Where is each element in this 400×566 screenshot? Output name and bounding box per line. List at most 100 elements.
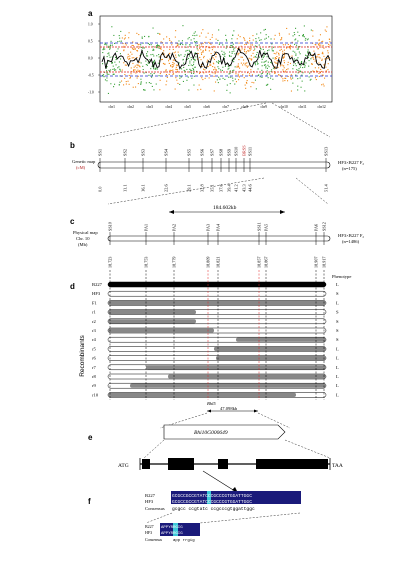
scatter-point xyxy=(297,78,299,80)
scatter-point xyxy=(123,45,125,47)
scatter-point xyxy=(146,53,148,55)
scatter-point xyxy=(154,59,156,61)
scatter-point xyxy=(212,62,214,64)
scatter-point xyxy=(321,84,323,86)
scatter-point xyxy=(229,55,231,57)
genetic-marker-label: SS7 xyxy=(210,148,215,156)
scatter-point xyxy=(248,75,250,77)
scatter-point xyxy=(305,62,307,64)
scatter-point xyxy=(282,70,284,72)
scatter-point xyxy=(114,61,116,63)
scatter-point xyxy=(192,67,194,69)
scatter-point xyxy=(177,51,179,53)
scatter-point xyxy=(245,87,247,89)
scatter-point xyxy=(299,66,301,68)
scatter-point xyxy=(212,72,214,74)
scatter-point xyxy=(183,66,185,68)
scatter-point xyxy=(206,61,208,63)
scatter-point xyxy=(168,58,170,60)
scatter-point xyxy=(137,46,139,48)
scatter-point xyxy=(183,55,185,57)
scatter-point xyxy=(315,79,317,81)
scatter-point xyxy=(189,50,191,52)
scatter-point xyxy=(147,62,149,64)
scatter-point xyxy=(113,86,115,88)
scatter-point xyxy=(260,73,262,75)
physical-map-axis-label-1: Physical map xyxy=(73,230,98,235)
scatter-point xyxy=(224,78,226,80)
scatter-point xyxy=(155,67,157,69)
scatter-point xyxy=(250,58,252,60)
scatter-point xyxy=(284,44,286,46)
scatter-point xyxy=(226,89,228,91)
genetic-marker-position: 37.6 xyxy=(219,184,224,192)
scatter-point xyxy=(289,44,291,46)
scatter-point xyxy=(312,70,314,72)
scatter-point xyxy=(207,32,209,34)
scatter-point xyxy=(218,68,220,70)
scatter-point xyxy=(175,30,177,32)
scatter-point xyxy=(278,32,280,34)
scatter-point xyxy=(184,70,186,72)
scatter-point xyxy=(139,65,141,67)
scatter-point xyxy=(300,71,302,73)
scatter-point xyxy=(250,69,252,71)
recombinant-segment xyxy=(108,328,214,333)
zoom-line-right-d xyxy=(257,412,291,429)
physical-map-side-label-1: HF3×B227 F₂ xyxy=(338,233,364,238)
scatter-point xyxy=(108,69,110,71)
scatter-point xyxy=(108,54,110,56)
recombinant-segment xyxy=(108,310,196,315)
protein-row-hf3-name: HF3 xyxy=(145,530,152,535)
scatter-point xyxy=(247,49,249,51)
scatter-point xyxy=(120,30,122,32)
scatter-point xyxy=(259,39,261,41)
scatter-point xyxy=(171,64,173,66)
scatter-point xyxy=(221,69,223,71)
scatter-point xyxy=(318,72,320,74)
scatter-point xyxy=(288,33,290,35)
scatter-point xyxy=(234,83,236,85)
scatter-point xyxy=(209,47,211,49)
scatter-point xyxy=(155,83,157,85)
scatter-point xyxy=(282,50,284,52)
scatter-point xyxy=(322,44,324,46)
scatter-point xyxy=(108,45,110,47)
scatter-point xyxy=(229,51,231,53)
scatter-point xyxy=(229,70,231,72)
scatter-point xyxy=(239,67,241,69)
chromosome-label: chr10 xyxy=(280,105,288,109)
scatter-point xyxy=(187,52,189,54)
chromosome-label: chr6 xyxy=(204,105,211,109)
scatter-point xyxy=(303,25,305,27)
scatter-point xyxy=(218,29,220,31)
scatter-point xyxy=(196,34,198,36)
scatter-point xyxy=(322,40,324,42)
scatter-point xyxy=(321,58,323,60)
scatter-point xyxy=(316,55,318,57)
scatter-point xyxy=(233,50,235,52)
scatter-point xyxy=(123,49,125,51)
scatter-point xyxy=(274,68,276,70)
scatter-point xyxy=(274,57,276,59)
scatter-point xyxy=(165,71,167,73)
scatter-point xyxy=(267,64,269,66)
scatter-point xyxy=(305,37,307,39)
scatter-point xyxy=(251,81,253,83)
scatter-point xyxy=(323,47,325,49)
scatter-point xyxy=(143,47,145,49)
scatter-point xyxy=(321,59,323,61)
scatter-point xyxy=(320,44,322,46)
scatter-point xyxy=(292,82,294,84)
scatter-point xyxy=(244,39,246,41)
scatter-point xyxy=(255,40,257,42)
scatter-point xyxy=(163,38,165,40)
recombinant-segment xyxy=(236,337,326,342)
scatter-point xyxy=(137,44,139,46)
scatter-point xyxy=(327,63,329,65)
scatter-point xyxy=(284,70,286,72)
scatter-point xyxy=(212,47,214,49)
scatter-point xyxy=(246,51,248,53)
scatter-point xyxy=(209,74,211,76)
scatter-point xyxy=(153,49,155,51)
